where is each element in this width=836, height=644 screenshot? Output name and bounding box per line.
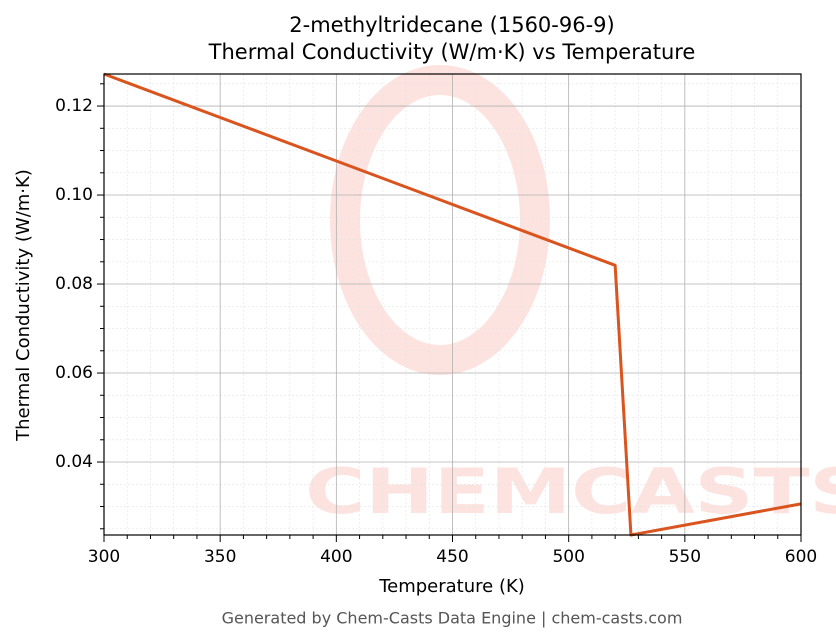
y-tick-label: 0.06	[55, 363, 93, 383]
plot-frame	[103, 73, 802, 536]
x-tick-label: 350	[204, 547, 236, 567]
watermark: CHEMCASTS	[305, 457, 836, 529]
y-tick-label: 0.10	[55, 185, 93, 205]
x-tick-label: 600	[785, 547, 817, 567]
x-tick-label: 550	[669, 547, 701, 567]
x-tick-label: 450	[436, 547, 468, 567]
x-axis-label: Temperature (K)	[378, 576, 525, 597]
x-tick-label: 400	[320, 547, 352, 567]
y-tick-label: 0.12	[55, 96, 93, 116]
y-tick-label: 0.08	[55, 274, 93, 294]
y-axis-label: Thermal Conductivity (W/m·K)	[13, 169, 34, 442]
data-line	[103, 72, 802, 537]
x-tick-label: 500	[552, 547, 584, 567]
watermark-logo	[330, 65, 550, 375]
y-tick-label: 0.04	[55, 452, 93, 472]
chart-subtitle: Thermal Conductivity (W/m·K) vs Temperat…	[208, 40, 696, 64]
chart-title: 2-methyltridecane (1560-96-9)	[289, 13, 614, 37]
footer: Generated by Chem-Casts Data Engine | ch…	[222, 609, 683, 628]
x-tick-label: 300	[88, 547, 120, 567]
